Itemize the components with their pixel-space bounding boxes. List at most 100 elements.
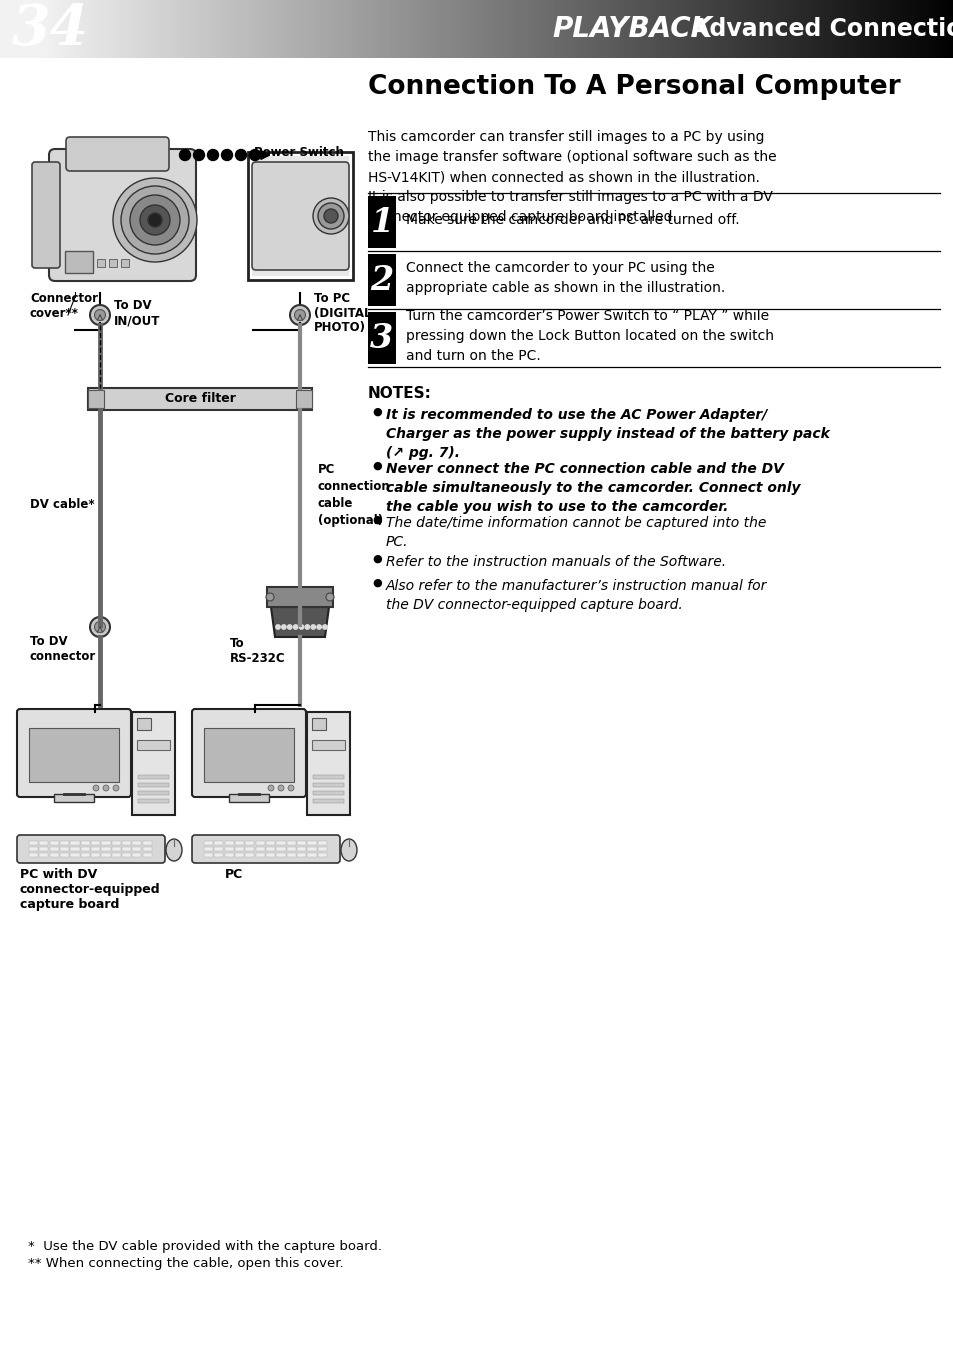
- Bar: [407, 0, 410, 58]
- Bar: [705, 0, 708, 58]
- Text: To PC
(DIGITAL
PHOTO): To PC (DIGITAL PHOTO): [314, 291, 371, 335]
- Bar: [117, 0, 121, 58]
- Bar: [664, 0, 667, 58]
- Bar: [266, 854, 274, 856]
- Bar: [432, 0, 436, 58]
- Bar: [346, 0, 350, 58]
- Circle shape: [130, 195, 180, 245]
- Bar: [146, 0, 150, 58]
- FancyBboxPatch shape: [192, 709, 306, 797]
- Bar: [851, 0, 855, 58]
- Bar: [174, 0, 178, 58]
- Bar: [721, 0, 724, 58]
- Bar: [88, 388, 312, 411]
- Bar: [26, 0, 29, 58]
- Bar: [746, 0, 750, 58]
- Text: PC: PC: [225, 869, 243, 881]
- Bar: [340, 0, 343, 58]
- Bar: [150, 0, 152, 58]
- Bar: [858, 0, 861, 58]
- Bar: [855, 0, 858, 58]
- Bar: [448, 0, 451, 58]
- Bar: [317, 0, 321, 58]
- Bar: [255, 854, 265, 856]
- Bar: [122, 841, 131, 846]
- Bar: [121, 0, 124, 58]
- Bar: [372, 0, 375, 58]
- Bar: [912, 0, 915, 58]
- Bar: [686, 0, 689, 58]
- Text: Never connect the PC connection cable and the DV
cable simultaneously to the cam: Never connect the PC connection cable an…: [386, 462, 800, 514]
- Bar: [531, 0, 534, 58]
- Bar: [143, 0, 146, 58]
- Bar: [502, 0, 505, 58]
- Bar: [598, 0, 600, 58]
- Text: ●: ●: [372, 461, 381, 472]
- Bar: [312, 0, 314, 58]
- Bar: [38, 0, 41, 58]
- Bar: [276, 0, 279, 58]
- Bar: [807, 0, 810, 58]
- Text: To
RS-232C: To RS-232C: [230, 637, 285, 665]
- Circle shape: [235, 149, 246, 160]
- Bar: [479, 0, 483, 58]
- Bar: [50, 841, 59, 846]
- Bar: [307, 854, 316, 856]
- Bar: [204, 841, 213, 846]
- Bar: [267, 587, 333, 607]
- Bar: [295, 0, 298, 58]
- Bar: [836, 0, 839, 58]
- Bar: [29, 841, 38, 846]
- Bar: [267, 0, 270, 58]
- Bar: [91, 841, 100, 846]
- Text: ●: ●: [372, 406, 381, 417]
- Text: ●: ●: [372, 579, 381, 588]
- Bar: [245, 847, 254, 851]
- Bar: [441, 0, 445, 58]
- Bar: [248, 0, 251, 58]
- Bar: [289, 0, 293, 58]
- Bar: [121, 259, 129, 267]
- Bar: [29, 0, 31, 58]
- Bar: [127, 0, 131, 58]
- Bar: [924, 0, 927, 58]
- Bar: [317, 841, 327, 846]
- Bar: [941, 0, 943, 58]
- Bar: [658, 0, 660, 58]
- Bar: [750, 0, 753, 58]
- Bar: [238, 0, 241, 58]
- Bar: [517, 0, 521, 58]
- Bar: [64, 0, 67, 58]
- Bar: [95, 0, 98, 58]
- Text: *  Use the DV cable provided with the capture board.: * Use the DV cable provided with the cap…: [28, 1240, 381, 1253]
- Bar: [762, 0, 765, 58]
- Text: The date/time information cannot be captured into the
PC.: The date/time information cannot be capt…: [386, 516, 765, 549]
- Bar: [295, 390, 312, 408]
- Bar: [60, 847, 70, 851]
- Bar: [543, 0, 546, 58]
- Bar: [296, 847, 306, 851]
- Bar: [229, 0, 232, 58]
- Bar: [83, 0, 86, 58]
- Bar: [91, 847, 100, 851]
- Bar: [870, 0, 874, 58]
- Circle shape: [92, 785, 99, 791]
- Bar: [588, 0, 591, 58]
- Bar: [200, 0, 203, 58]
- Bar: [419, 0, 422, 58]
- Ellipse shape: [340, 839, 356, 860]
- Bar: [470, 0, 474, 58]
- Bar: [731, 0, 734, 58]
- Bar: [822, 0, 826, 58]
- Bar: [584, 0, 588, 58]
- Bar: [50, 854, 59, 856]
- Bar: [122, 847, 131, 851]
- Bar: [674, 0, 677, 58]
- Bar: [101, 854, 111, 856]
- Bar: [422, 0, 426, 58]
- Bar: [312, 740, 345, 751]
- Bar: [591, 0, 594, 58]
- Bar: [829, 0, 832, 58]
- Bar: [101, 841, 111, 846]
- Text: Core filter: Core filter: [164, 393, 235, 405]
